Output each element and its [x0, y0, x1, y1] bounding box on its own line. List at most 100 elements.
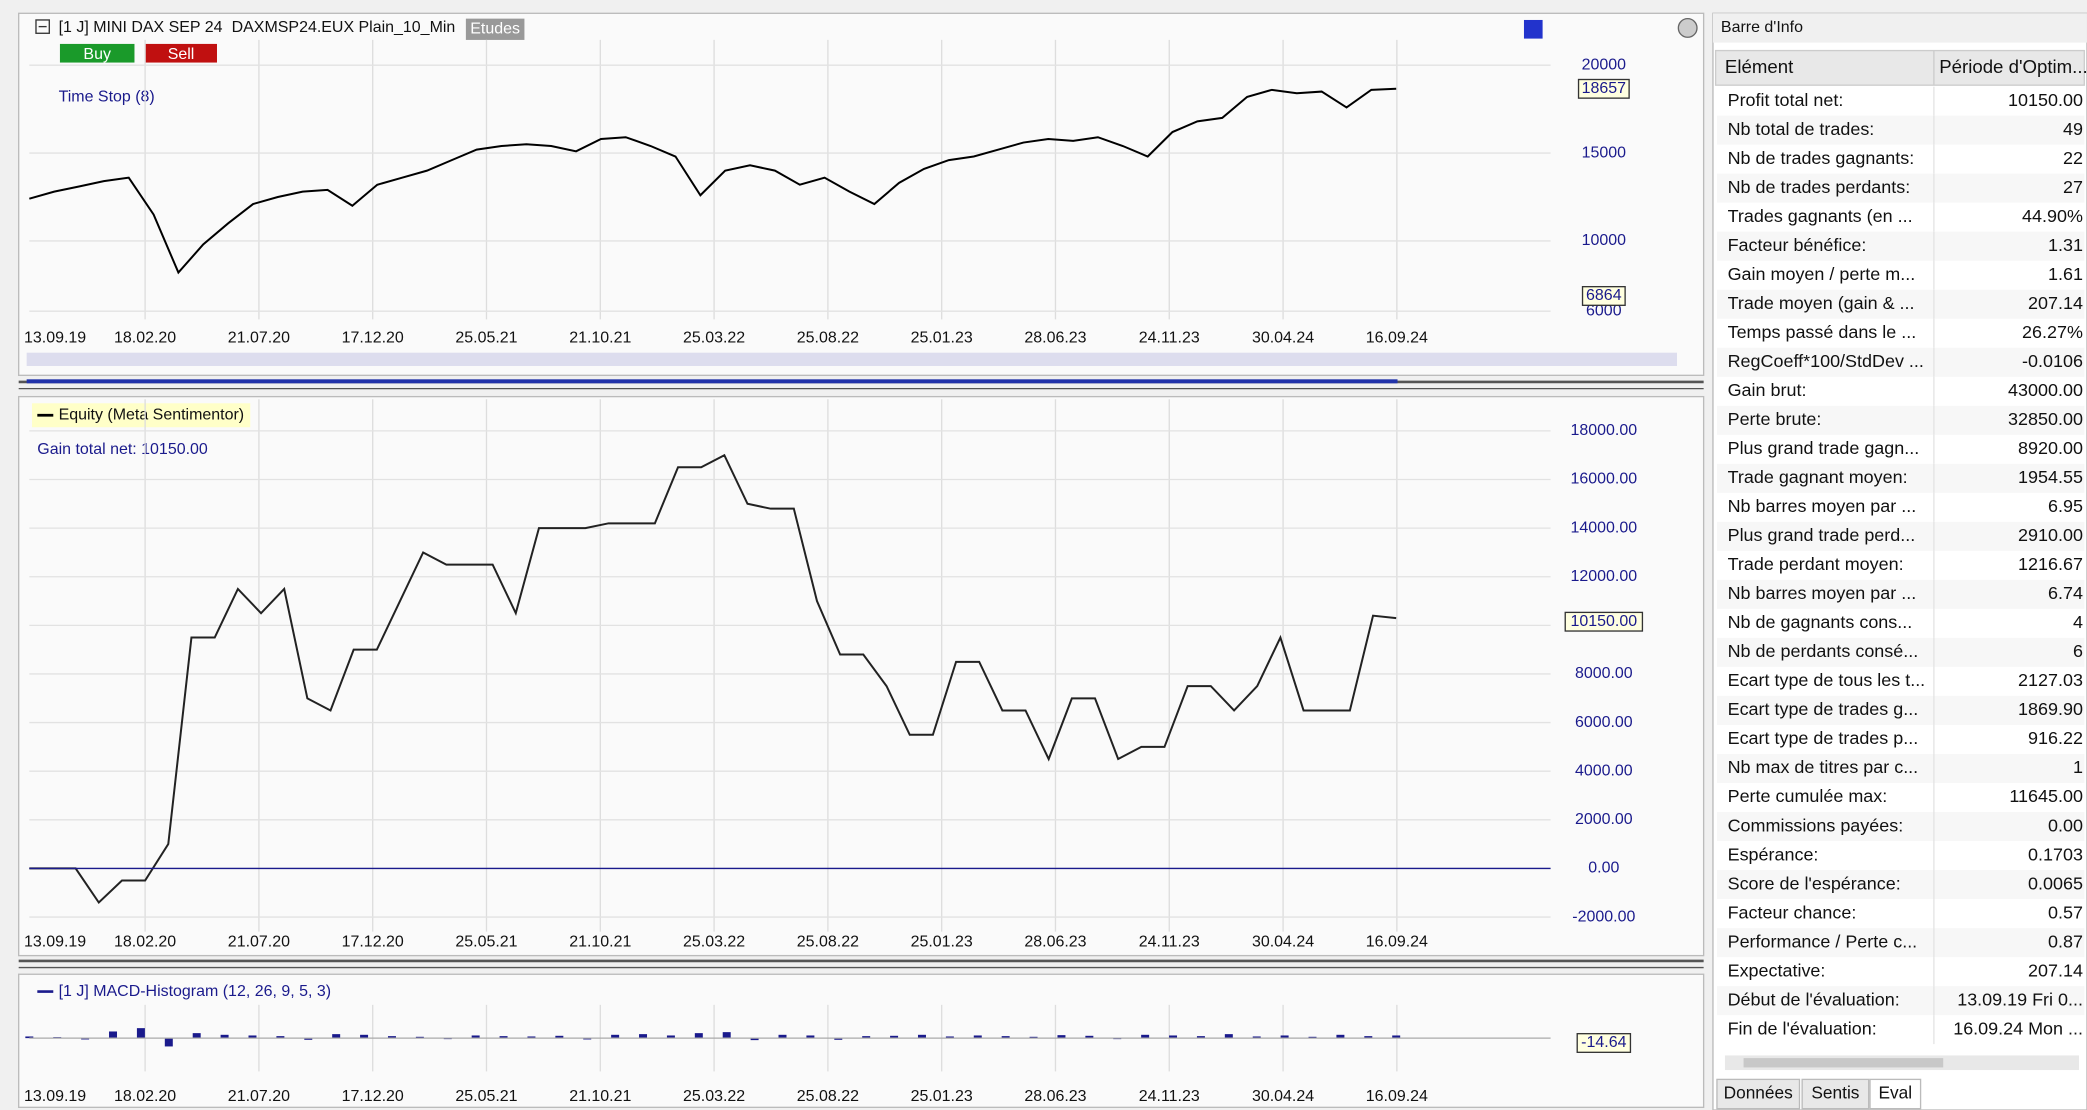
row-label: Profit total net:	[1728, 90, 1844, 110]
histogram-bar	[1280, 1035, 1289, 1039]
row-value: 43000.00	[2008, 380, 2083, 400]
tab	[1869, 1078, 1922, 1110]
x-tick-label: 25.05.21	[455, 1088, 517, 1105]
row-value: 0.00	[2048, 815, 2083, 835]
row-label: Performance / Perte c...	[1728, 931, 1918, 951]
row-value: 26.27%	[2022, 322, 2083, 342]
row-bg	[1716, 695, 2085, 725]
y-tick-label: 6000.00	[1575, 714, 1633, 731]
row-label: Trade perdant moyen:	[1728, 554, 1904, 574]
row-label: Facteur bénéfice:	[1728, 235, 1867, 255]
x-tick-label: 21.07.20	[228, 934, 290, 951]
histogram-bar	[276, 1036, 285, 1039]
row-label: Temps passé dans le ...	[1728, 322, 1917, 342]
legend-box	[31, 403, 251, 428]
sell-button[interactable]	[145, 43, 217, 63]
histogram-bar	[611, 1034, 620, 1039]
row-value: 1	[2073, 757, 2083, 777]
histogram-bar	[917, 1034, 926, 1039]
column-header[interactable]: Elément	[1725, 56, 1794, 77]
row-value: 1869.90	[2018, 699, 2083, 719]
row-value: 207.14	[2028, 960, 2083, 980]
macd-header: [1 J] MACD-Histogram (12, 26, 9, 5, 3)	[59, 983, 331, 1000]
price-badge	[1564, 611, 1644, 632]
price-panel	[18, 12, 1705, 376]
row-value: 207.14	[2028, 293, 2083, 313]
row-bg	[1716, 812, 2085, 842]
x-tick-label: 25.01.23	[911, 1088, 973, 1105]
x-tick-label: 17.12.20	[342, 934, 404, 951]
row-label: Nb barres moyen par ...	[1728, 583, 1917, 603]
tabs: Données Sentis Eval	[1716, 1078, 1922, 1110]
y-tick-label: 16000.00	[1571, 471, 1638, 488]
histogram-bar	[527, 1036, 536, 1039]
y-tick-label: 10000	[1582, 232, 1627, 249]
histogram-bar	[1392, 1035, 1401, 1039]
row-bg	[1716, 870, 2085, 900]
price-badge-label: 10150.00	[1571, 613, 1638, 630]
x-tick-label: 28.06.23	[1024, 934, 1086, 951]
x-tick-label: 24.11.23	[1139, 1088, 1200, 1105]
histogram-bar	[666, 1035, 675, 1039]
x-tick-label: 30.04.24	[1252, 329, 1314, 346]
buy-button[interactable]	[59, 43, 135, 63]
row-value: 8920.00	[2018, 438, 2083, 458]
price-badge	[1577, 78, 1630, 99]
row-label: Facteur chance:	[1728, 902, 1857, 922]
row-bg	[1716, 928, 2085, 958]
histogram-bar	[1252, 1036, 1261, 1039]
tab-label[interactable]: Données	[1724, 1083, 1794, 1103]
x-tick-label: 13.09.19	[24, 329, 86, 346]
histogram-bar	[360, 1034, 369, 1039]
y-tick-label: 8000.00	[1575, 665, 1633, 682]
row-value: 0.57	[2048, 902, 2083, 922]
histogram-bar	[973, 1035, 982, 1039]
y-tick-label: 12000.00	[1571, 568, 1638, 585]
scrollbar[interactable]	[26, 352, 1678, 367]
macd-panel	[18, 973, 1705, 1109]
histogram-bar	[862, 1036, 871, 1039]
series-line	[29, 453, 1397, 905]
row-value: 0.0065	[2028, 873, 2083, 893]
gain-label: Gain total net: 10150.00	[37, 441, 208, 458]
row-bg	[1716, 463, 2085, 493]
x-tick-label: 21.10.21	[569, 329, 631, 346]
info-titlebar	[1712, 13, 2087, 43]
link-icon[interactable]	[1677, 17, 1698, 38]
tab-label[interactable]: Sentis	[1811, 1083, 1859, 1103]
row-value: 2127.03	[2018, 670, 2083, 690]
x-tick-label: 24.11.23	[1139, 934, 1200, 951]
equity-panel	[18, 395, 1705, 957]
collapse-icon[interactable]	[35, 19, 50, 34]
column-header[interactable]: Période d'Optim...	[1939, 56, 2087, 77]
info-scroll-thumb[interactable]	[1743, 1058, 1944, 1068]
x-tick-label: 25.01.23	[911, 329, 973, 346]
histogram-bar	[109, 1031, 118, 1039]
histogram-bar	[1224, 1034, 1233, 1039]
histogram-bar	[25, 1036, 34, 1039]
histogram-bar	[1336, 1034, 1345, 1039]
row-label: Plus grand trade perd...	[1728, 525, 1916, 545]
row-label: Nb barres moyen par ...	[1728, 496, 1917, 516]
row-bg	[1716, 347, 2085, 377]
row-value: 0.87	[2048, 931, 2083, 951]
tab-label[interactable]: Eval	[1878, 1083, 1912, 1103]
toolbar-icon[interactable]	[1523, 19, 1543, 39]
row-bg	[1716, 115, 2085, 145]
row-label: Perte cumulée max:	[1728, 786, 1888, 806]
x-tick-label: 17.12.20	[342, 1088, 404, 1105]
studies-button[interactable]	[465, 18, 525, 40]
row-value: 10150.00	[2008, 90, 2083, 110]
x-tick-label: 28.06.23	[1024, 329, 1086, 346]
histogram-bar	[639, 1034, 648, 1039]
row-value: 6	[2073, 641, 2083, 661]
row-value: 6.95	[2048, 496, 2083, 516]
row-value: 4	[2073, 612, 2083, 632]
x-tick-label: 21.10.21	[569, 934, 631, 951]
row-bg	[1716, 753, 2085, 783]
row-value: 13.09.19 Fri 0...	[1957, 989, 2083, 1009]
price-badge-label: 18657	[1582, 80, 1627, 97]
x-tick-label: 25.08.22	[797, 1088, 859, 1105]
row-label: Nb de perdants consé...	[1728, 641, 1919, 661]
